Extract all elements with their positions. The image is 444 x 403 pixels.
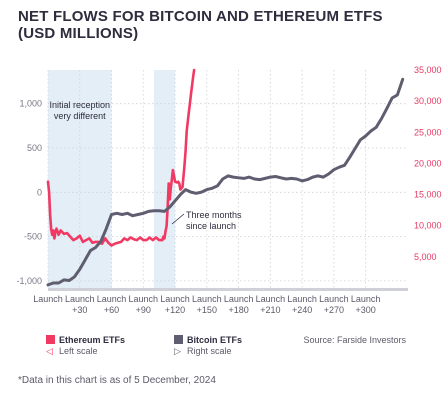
legend-ethereum-name: Ethereum ETFs [59,335,126,345]
left-triangle-icon: ◁ [46,346,53,356]
annotation-2: Three months [186,210,242,220]
right-tick-label: 15,000 [414,190,442,200]
legend-bitcoin-scale: Right scale [187,346,232,356]
x-tick-label: +30 [72,305,87,315]
legend-ethereum: Ethereum ETFs ◁ Left scale [46,335,125,357]
right-tick-label: 5,000 [414,252,437,262]
bitcoin-line [46,77,405,287]
chart-title: NET FLOWS FOR BITCOIN AND ETHEREUM ETFS … [18,8,428,42]
ethereum-swatch [46,335,55,344]
x-tick-label: +240 [292,305,312,315]
x-tick-label: +120 [165,305,185,315]
annotation-1: very different [54,111,106,121]
x-tick-label: Launch [224,294,254,304]
x-tick-label: +210 [260,305,280,315]
x-tick-label: +60 [104,305,119,315]
x-tick-label: Launch [33,294,63,304]
left-tick-label: 1,000 [19,99,42,109]
x-tick-label: +270 [324,305,344,315]
legend-bitcoin: Bitcoin ETFs ▷ Right scale [174,335,242,357]
right-tick-label: 20,000 [414,158,442,168]
x-tick-label: Launch [129,294,159,304]
right-triangle-icon: ▷ [174,346,181,356]
x-tick-label: Launch [351,294,381,304]
legend-bitcoin-name: Bitcoin ETFs [187,335,243,345]
right-tick-label: 35,000 [414,65,442,75]
x-axis-bar [48,288,408,291]
chart-title-line-2: (USD MILLIONS) [18,25,139,42]
x-tick-label: Launch [319,294,349,304]
source-note: Source: Farside Investors [303,335,406,345]
left-tick-label: 0 [37,187,42,197]
tick-labels: 1,000 500 0 -500 -1,000 35,000 30,000 25,000 20,… [16,65,441,315]
chart-title-line-1: NET FLOWS FOR BITCOIN AND ETHEREUM ETFS [18,8,383,25]
right-tick-label: 25,000 [414,127,442,137]
x-tick-label: Launch [287,294,317,304]
x-tick-label: +150 [197,305,217,315]
x-tick-label: Launch [160,294,190,304]
annotation-2: since launch [186,221,236,231]
x-tick-label: Launch [65,294,95,304]
ethereum-line [46,68,196,247]
x-tick-label: Launch [256,294,286,304]
x-tick-label: Launch [192,294,222,304]
footnote: *Data in this chart is as of 5 December,… [18,375,216,386]
series-lines [46,68,405,287]
x-tick-label: +90 [136,305,151,315]
bitcoin-swatch [174,335,183,344]
legend-ethereum-scale: Left scale [59,346,98,356]
left-tick-label: 500 [27,143,42,153]
right-tick-label: 30,000 [414,96,442,106]
left-tick-label: -500 [24,232,42,242]
right-tick-label: 10,000 [414,221,442,231]
x-tick-label: Launch [97,294,127,304]
x-tick-label: +300 [356,305,376,315]
shaded-region-2 [153,70,176,288]
x-tick-label: +180 [228,305,248,315]
chart-plot: 1,000 500 0 -500 -1,000 35,000 30,000 25,000 20,… [16,65,441,315]
annotation-1: Initial reception [49,100,110,110]
annotation-connector [171,213,185,225]
left-tick-label: -1,000 [16,276,42,286]
